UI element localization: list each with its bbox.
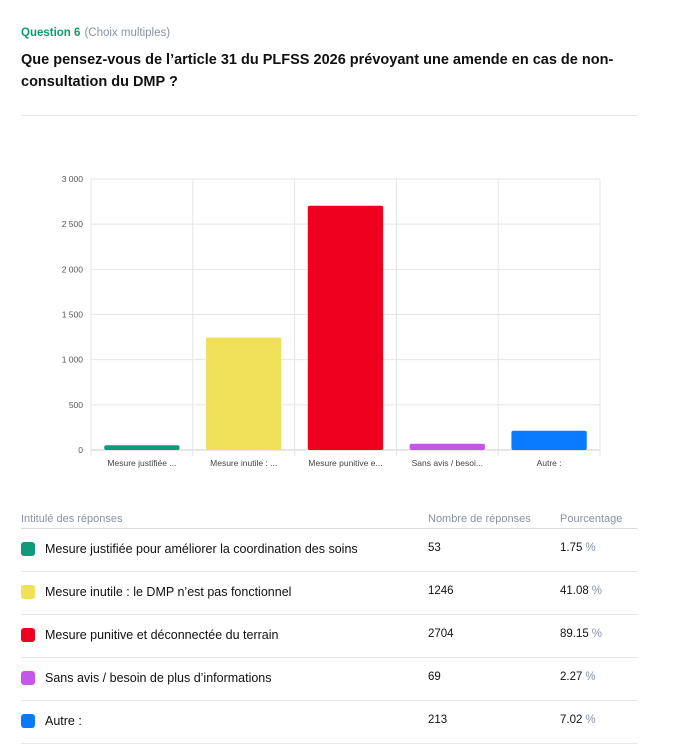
question-label: Question 6 (Choix multiples)	[21, 27, 170, 39]
color-swatch	[21, 714, 35, 728]
percent-value: 89.15	[560, 628, 589, 640]
answer-label: Mesure punitive et déconnectée du terrai…	[45, 628, 279, 642]
percent-value: 7.02	[560, 714, 583, 726]
x-tick-label: Sans avis / besoi...	[412, 458, 483, 468]
header-count: Nombre de réponses	[428, 513, 531, 525]
answer-count: 2704	[428, 628, 454, 640]
color-swatch	[21, 542, 35, 556]
y-tick-label: 2 500	[62, 219, 84, 229]
header-label: Intitulé des réponses	[21, 513, 123, 525]
answer-label: Mesure justifiée pour améliorer la coord…	[45, 542, 358, 556]
y-tick-label: 0	[78, 445, 83, 455]
x-tick-label: Mesure inutile : ...	[210, 458, 277, 468]
question-type: (Choix multiples)	[84, 27, 171, 39]
x-tick-label: Mesure punitive e...	[308, 458, 382, 468]
y-tick-label: 2 000	[62, 264, 84, 274]
y-tick-label: 500	[69, 400, 83, 410]
percent-sign: %	[591, 628, 603, 640]
bar[interactable]	[104, 445, 180, 450]
y-tick-label: 3 000	[62, 174, 84, 184]
answer-percent: 1.75%	[560, 542, 596, 554]
answer-count: 69	[428, 671, 441, 683]
answer-percent: 89.15%	[560, 628, 602, 640]
percent-sign: %	[591, 585, 603, 597]
answer-label: Autre :	[45, 714, 82, 728]
bar-chart: 0 500 1 000 1 500 2 000 2 500 3 000 Mesure just…	[62, 174, 601, 468]
table-row: Mesure inutile : le DMP n’est pas foncti…	[21, 572, 638, 615]
bar[interactable]	[409, 443, 485, 450]
x-tick-label: Autre :	[537, 458, 562, 468]
y-tick-label: 1 500	[62, 310, 84, 320]
answer-count: 53	[428, 542, 441, 554]
percent-sign: %	[585, 714, 596, 726]
percent-sign: %	[585, 542, 596, 554]
answer-percent: 41.08%	[560, 585, 602, 597]
y-tick-label: 1 000	[62, 355, 84, 365]
table-row: Mesure punitive et déconnectée du terrai…	[21, 615, 638, 658]
table-row: Sans avis / besoin de plus d’information…	[21, 658, 638, 701]
bar[interactable]	[206, 337, 282, 450]
answer-label: Sans avis / besoin de plus d’information…	[45, 671, 272, 685]
answer-percent: 2.27%	[560, 671, 596, 683]
color-swatch	[21, 585, 35, 599]
divider	[21, 115, 638, 116]
x-tick-label: Mesure justifiée ...	[107, 458, 176, 468]
question-number: Question 6	[21, 27, 81, 39]
answer-count: 213	[428, 714, 448, 726]
table-row: Mesure justifiée pour améliorer la coord…	[21, 529, 638, 572]
color-swatch	[21, 628, 35, 642]
percent-sign: %	[585, 671, 596, 683]
answer-label: Mesure inutile : le DMP n’est pas foncti…	[45, 585, 292, 599]
results-table: Intitulé des réponses Nombre de réponses…	[21, 510, 638, 744]
question-title: Que pensez-vous de l’article 31 du PLFSS…	[21, 52, 614, 90]
bar[interactable]	[307, 205, 384, 450]
table-row: Autre : 213 7.02%	[21, 701, 638, 744]
header-percent: Pourcentage	[560, 513, 623, 525]
percent-value: 41.08	[560, 585, 589, 597]
bar[interactable]	[511, 430, 587, 450]
table-header: Intitulé des réponses Nombre de réponses…	[21, 510, 638, 529]
percent-value: 2.27	[560, 671, 583, 683]
color-swatch	[21, 671, 35, 685]
percent-value: 1.75	[560, 542, 583, 554]
answer-count: 1246	[428, 585, 454, 597]
answer-percent: 7.02%	[560, 714, 596, 726]
